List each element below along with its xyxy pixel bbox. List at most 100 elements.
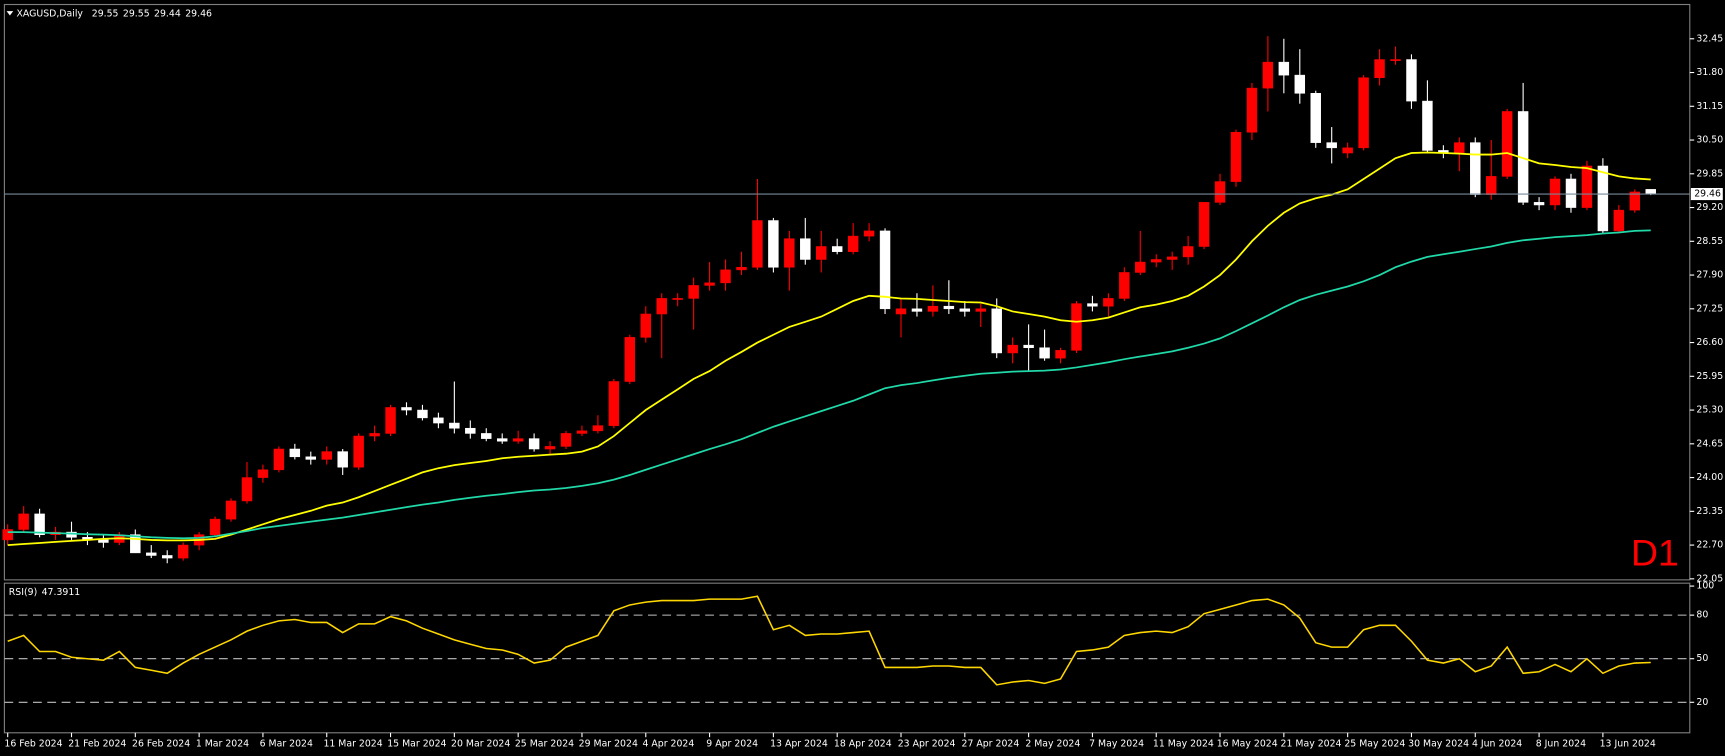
price-label-box [1690, 187, 1723, 201]
candle-body [1326, 142, 1337, 149]
candle-body [720, 269, 731, 284]
candle-body [1581, 165, 1593, 208]
candle-body [1055, 350, 1066, 359]
candle-body [98, 539, 109, 543]
ohlc-value: 29.46 [185, 8, 212, 19]
candle-body [1246, 87, 1258, 133]
candle-body [417, 409, 428, 419]
candle-body [752, 220, 763, 268]
candle-body [800, 238, 811, 260]
y-tick-label: 29.20 [1696, 202, 1723, 213]
indicator-header: RSI(9) 47.3911 [9, 586, 81, 597]
candle-body [640, 313, 652, 338]
x-tick-label: 16 Feb 2024 [4, 738, 62, 749]
candle-body [321, 451, 332, 460]
y-tick-label: 25.30 [1696, 405, 1723, 416]
candle-body [544, 446, 556, 450]
candle-body [369, 433, 380, 437]
y-tick-label: 80 [1696, 610, 1708, 621]
indicator-line [7, 595, 1651, 686]
y-tick-label: 24.65 [1696, 438, 1723, 449]
candle-body [1629, 191, 1641, 211]
candle-body [209, 518, 221, 535]
x-tick-label: 11 May 2024 [1153, 738, 1214, 749]
candle-body [1294, 74, 1306, 94]
candle-body [1454, 142, 1465, 154]
x-tick-label: 7 May 2024 [1089, 738, 1144, 749]
candle-body [672, 298, 683, 300]
y-tick-label: 31.80 [1696, 67, 1723, 78]
candle-body [1103, 298, 1114, 307]
panel-border [3, 582, 1691, 734]
candle-body [353, 435, 364, 468]
candle-body [146, 552, 157, 556]
candle-body [1039, 347, 1050, 359]
candle-body [1182, 246, 1194, 258]
moving-average [7, 151, 1651, 546]
candle-body [433, 417, 444, 424]
y-tick-label: 20 [1696, 697, 1708, 708]
candle-body [1310, 93, 1321, 143]
candle-body [177, 544, 189, 559]
candle-body [1645, 189, 1656, 195]
candle-body [1390, 59, 1401, 61]
x-tick-label: 11 Mar 2024 [323, 738, 382, 749]
candle-body [1007, 344, 1018, 354]
x-tick-label: 20 Mar 2024 [451, 738, 510, 749]
candle-body [608, 381, 620, 426]
candle-body [688, 285, 699, 299]
x-tick-label: 26 Feb 2024 [132, 738, 190, 749]
candle-body [1230, 131, 1242, 182]
candle-body [1262, 61, 1274, 89]
y-tick-label: 24.00 [1696, 472, 1723, 483]
y-tick-label: 27.90 [1696, 270, 1723, 281]
candle-body [257, 469, 269, 478]
candle-body [1613, 209, 1625, 232]
menu-arrow[interactable] [6, 11, 14, 16]
chart-header: XAGUSD,Daily 29.55 29.55 29.44 29.46 [17, 8, 213, 19]
timeframe-label: D1 [1631, 532, 1679, 574]
x-tick-label: 13 Apr 2024 [770, 738, 828, 749]
x-tick-label: 30 May 2024 [1408, 738, 1469, 749]
candle-body [130, 534, 141, 554]
y-tick-label: 27.25 [1696, 303, 1723, 314]
x-tick-label: 1 Mar 2024 [196, 738, 249, 749]
candle-body [34, 513, 45, 535]
candle-body [496, 438, 508, 442]
candle-body [1501, 111, 1513, 177]
x-tick-label: 21 May 2024 [1281, 738, 1342, 749]
candle-body [1023, 344, 1034, 349]
x-tick-label: 21 Feb 2024 [68, 738, 126, 749]
indicator-title: RSI(9) [9, 586, 37, 597]
ohlc-value: 29.44 [154, 8, 181, 19]
candle-body [656, 298, 667, 315]
candle-body [1071, 303, 1082, 351]
x-tick-label: 4 Jun 2024 [1472, 738, 1522, 749]
ohlc-value: 29.55 [123, 8, 150, 19]
x-tick-label: 8 Jun 2024 [1536, 738, 1586, 749]
candle-body [1422, 100, 1433, 151]
y-tick-label: 23.35 [1696, 506, 1723, 517]
candle-body [847, 235, 859, 252]
candle-body [385, 407, 396, 434]
y-tick-label: 22.70 [1696, 540, 1723, 551]
y-tick-label: 26.60 [1696, 337, 1723, 348]
candle-body [241, 477, 253, 502]
x-tick-label: 6 Mar 2024 [260, 738, 313, 749]
candle-body [2, 529, 13, 541]
ohlc-value: 29.55 [92, 8, 119, 19]
candle-body [481, 433, 492, 439]
candle-body [1485, 176, 1497, 195]
candle-body [975, 308, 986, 312]
moving-average [7, 229, 1651, 540]
x-tick-label: 16 May 2024 [1217, 738, 1278, 749]
y-tick-label: 30.50 [1696, 135, 1723, 146]
candle-body [512, 438, 524, 442]
candle-body [895, 308, 907, 315]
x-tick-label: 25 Mar 2024 [515, 738, 574, 749]
candle-body [991, 308, 1002, 354]
candle-body [401, 407, 412, 411]
x-tick-label: 9 Apr 2024 [706, 738, 758, 749]
chart-title: XAGUSD,Daily [17, 8, 84, 19]
